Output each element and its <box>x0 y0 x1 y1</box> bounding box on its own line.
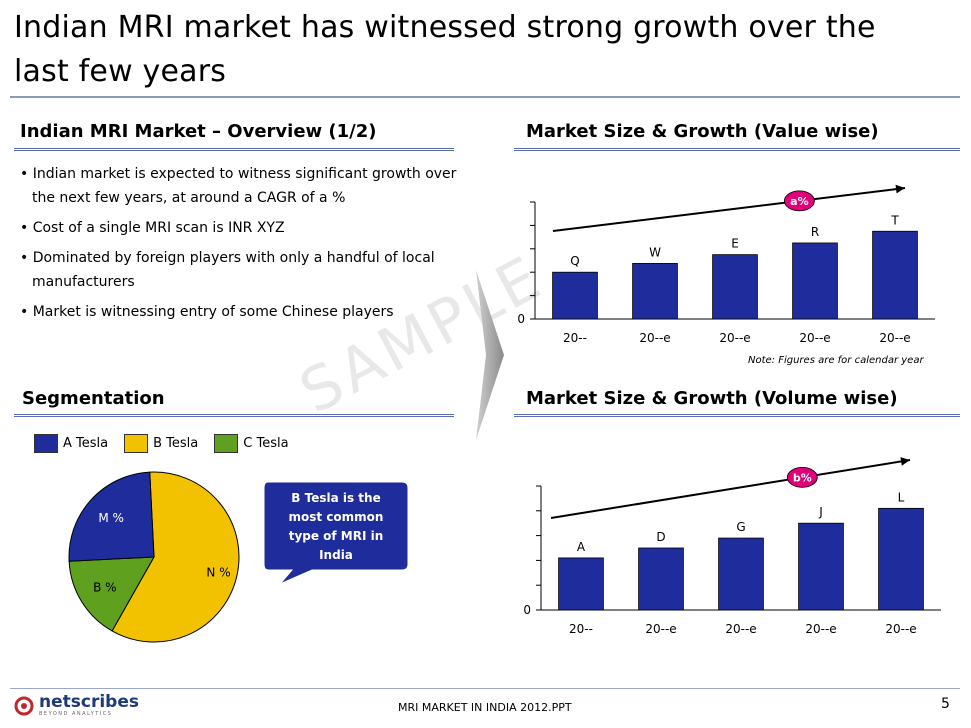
footer-rule <box>10 688 960 689</box>
segmentation-pie-chart: M % N % B % <box>68 471 240 643</box>
volume-chart-heading: Market Size & Growth (Volume wise) <box>526 388 898 409</box>
netscribes-logo-icon <box>14 696 34 715</box>
value-category-label: 20--e <box>719 331 750 345</box>
overview-bullet-2: • Cost of a single MRI scan is INR XYZ <box>20 220 285 236</box>
volume-growth-badge-label: b% <box>793 471 812 484</box>
value-data-label: R <box>811 225 819 239</box>
legend-label-a-tesla: A Tesla <box>63 436 109 451</box>
overview-bullet-4: • Market is witnessing entry of some Chi… <box>20 304 394 320</box>
volume-trend-arrow <box>550 459 911 519</box>
callout-line-4: India <box>319 548 353 562</box>
value-bar <box>792 242 838 320</box>
volume-bar <box>718 537 764 611</box>
pie-legend: A Tesla B Tesla C Tesla <box>34 434 305 453</box>
volume-chart-underline <box>514 414 960 417</box>
chevron-arrow-icon <box>476 270 504 440</box>
volume-data-label: A <box>577 540 586 554</box>
value-bar <box>632 263 678 320</box>
volume-bar <box>558 557 604 611</box>
value-chart-underline <box>514 148 960 151</box>
legend-label-b-tesla: B Tesla <box>153 436 199 451</box>
logo-tagline: BEYOND ANALYTICS <box>39 711 113 717</box>
volume-category-label: 20--e <box>725 622 756 636</box>
netscribes-logo: netscribes BEYOND ANALYTICS <box>14 694 139 717</box>
value-trend-arrow-head <box>895 184 905 194</box>
volume-data-label: D <box>656 530 665 544</box>
value-growth-badge <box>783 190 815 212</box>
segmentation-underline <box>14 414 454 417</box>
pie-slice-label: M % <box>98 511 124 525</box>
value-category-label: 20--e <box>639 331 670 345</box>
volume-bar-chart: 0 A 20-- D 20--e G 20--e J 20--e L 20--e b% <box>523 457 941 636</box>
volume-trend-arrow-head <box>900 457 910 466</box>
page-number: 5 <box>941 696 950 712</box>
volume-category-label: 20--e <box>645 622 676 636</box>
volume-category-label: 20--e <box>885 622 916 636</box>
volume-data-label: L <box>898 490 905 504</box>
callout-line-2: most common <box>289 510 384 524</box>
segmentation-heading: Segmentation <box>22 388 165 409</box>
legend-swatch-c-tesla <box>214 434 239 453</box>
value-category-label: 20--e <box>879 331 910 345</box>
volume-growth-badge <box>786 466 818 488</box>
pie-slice-label: B % <box>93 580 116 594</box>
overview-bullet-1: • Indian market is expected to witness s… <box>20 166 457 206</box>
callout-bubble: B Tesla is the most common type of MRI i… <box>263 481 409 585</box>
value-bar-chart: 0 Q 20-- W 20--e E 20--e R 20--e T 20--e a% <box>517 184 935 345</box>
value-data-label: E <box>731 237 739 251</box>
slide-title-line1: Indian MRI market has witnessed strong g… <box>14 10 876 45</box>
overview-bullet-3: • Dominated by foreign players with only… <box>20 250 435 290</box>
value-bar <box>712 254 758 320</box>
volume-bar <box>798 522 844 611</box>
pie-slice-label: N % <box>206 565 230 579</box>
pie-slice-c-tesla <box>68 556 155 632</box>
logo-text: netscribes <box>39 692 139 712</box>
callout-line-1: B Tesla is the <box>291 491 380 505</box>
value-data-label: T <box>890 213 899 227</box>
value-data-label: Q <box>570 254 579 268</box>
value-growth-badge-label: a% <box>790 195 808 208</box>
volume-category-label: 20--e <box>805 622 836 636</box>
value-bar <box>552 271 598 320</box>
legend-swatch-a-tesla <box>34 434 58 453</box>
legend-label-c-tesla: C Tesla <box>243 436 289 451</box>
volume-data-label: J <box>818 505 823 519</box>
callout-line-3: type of MRI in <box>289 529 384 543</box>
value-data-label: W <box>649 245 661 259</box>
overview-bullets: • Indian market is expected to witness s… <box>20 162 470 330</box>
value-bar <box>872 230 918 320</box>
legend-swatch-b-tesla <box>124 434 149 453</box>
volume-category-label: 20-- <box>569 622 593 636</box>
pie-slice-a-tesla <box>68 471 155 562</box>
value-category-label: 20--e <box>799 331 830 345</box>
volume-bar <box>638 547 684 611</box>
value-trend-arrow <box>552 187 906 232</box>
value-category-label: 20-- <box>563 331 587 345</box>
volume-y-tick-label: 0 <box>523 603 531 617</box>
value-y-tick-label: 0 <box>517 312 525 326</box>
value-chart-heading: Market Size & Growth (Value wise) <box>526 121 879 142</box>
volume-data-label: G <box>736 520 745 534</box>
overview-underline <box>14 148 454 151</box>
volume-bar <box>878 507 924 611</box>
legend-item-c-tesla: C Tesla <box>214 434 289 453</box>
overview-heading: Indian MRI Market – Overview (1/2) <box>20 121 377 142</box>
slide-title: Indian MRI market has witnessed strong g… <box>14 6 954 94</box>
legend-item-a-tesla: A Tesla <box>34 434 108 453</box>
title-rule <box>10 96 960 98</box>
legend-item-b-tesla: B Tesla <box>124 434 198 453</box>
footer-text: MRI MARKET IN INDIA 2012.PPT <box>398 701 572 714</box>
pie-slice-b-tesla <box>111 471 240 643</box>
value-chart-note: Note: Figures are for calendar year <box>748 355 924 366</box>
slide-title-line2: last few years <box>14 54 227 89</box>
